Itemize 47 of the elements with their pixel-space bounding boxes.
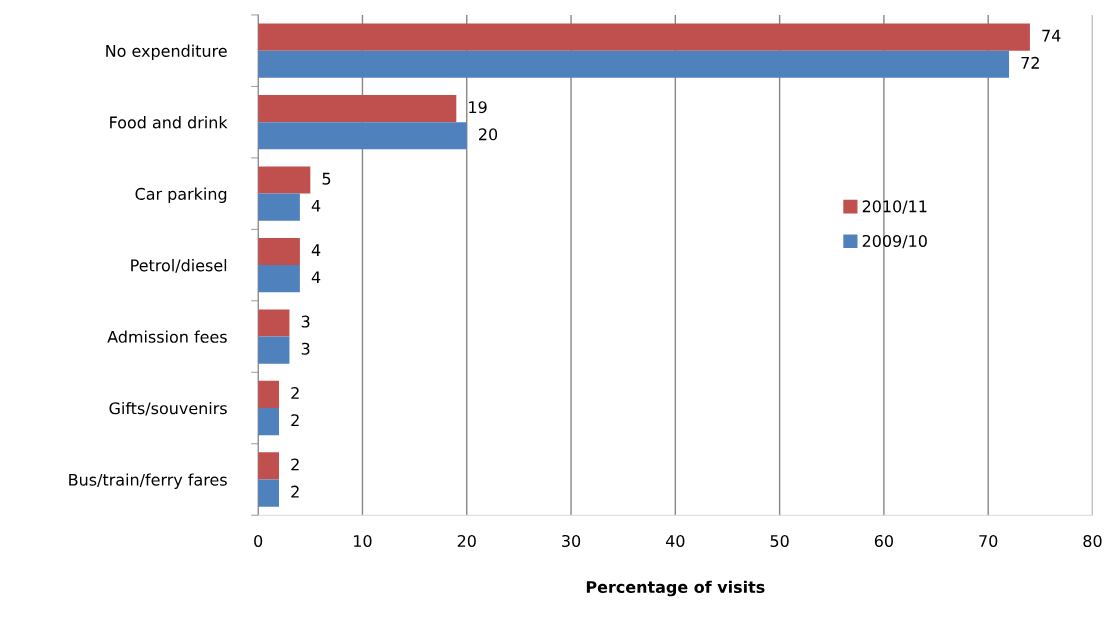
legend-label: 2009/10: [862, 234, 927, 249]
data-label: 4: [311, 244, 321, 256]
data-label: 3: [301, 315, 310, 328]
data-label: 2: [291, 386, 299, 399]
bar: [258, 265, 300, 293]
data-label: 72: [1021, 56, 1039, 69]
data-label: 2: [291, 458, 299, 471]
x-tick-label: 50: [770, 534, 789, 548]
data-label: 4: [311, 271, 321, 284]
bar: [258, 479, 280, 507]
legend-label: 2010/11: [862, 200, 927, 214]
y-tick-label: No expenditure: [106, 44, 227, 61]
data-label: 2: [291, 414, 299, 427]
y-tick-label: Bus/train/ferry fares: [69, 473, 227, 489]
bar: [258, 237, 300, 266]
x-tick-label: 60: [874, 534, 894, 548]
y-tick-label: Car parking: [135, 187, 227, 204]
bar: [258, 452, 280, 480]
x-tick-label: 70: [979, 534, 998, 548]
bar: [258, 193, 300, 221]
data-label: 2: [291, 485, 299, 498]
data-label: 3: [301, 342, 310, 355]
x-tick-label: 10: [354, 534, 372, 548]
y-tick-label: Food and drink: [110, 116, 228, 129]
x-tick-label: 80: [1083, 534, 1102, 548]
data-label: 20: [479, 128, 498, 141]
bar: [258, 23, 1030, 51]
bar: [258, 166, 311, 194]
bar: [258, 408, 280, 436]
x-tick-label: 0: [254, 534, 263, 548]
x-axis-title: Percentage of visits: [586, 580, 765, 597]
bar: [258, 336, 290, 364]
x-tick-label: 40: [665, 534, 685, 548]
bar: [258, 95, 457, 123]
data-label: 4: [311, 199, 321, 212]
x-tick-label: 20: [457, 534, 476, 548]
data-label: 74: [1042, 29, 1061, 42]
bar: [258, 309, 290, 337]
bar: [258, 380, 280, 409]
y-tick-label: Gifts/souvenirs: [109, 401, 227, 416]
x-tick-label: 30: [562, 534, 581, 548]
data-label: 5: [322, 172, 331, 185]
y-tick-label: Admission fees: [107, 330, 227, 343]
bar: [258, 122, 467, 150]
bar: [258, 50, 1010, 78]
data-label: 19: [469, 101, 487, 114]
y-tick-label: Petrol/diesel: [131, 259, 227, 273]
